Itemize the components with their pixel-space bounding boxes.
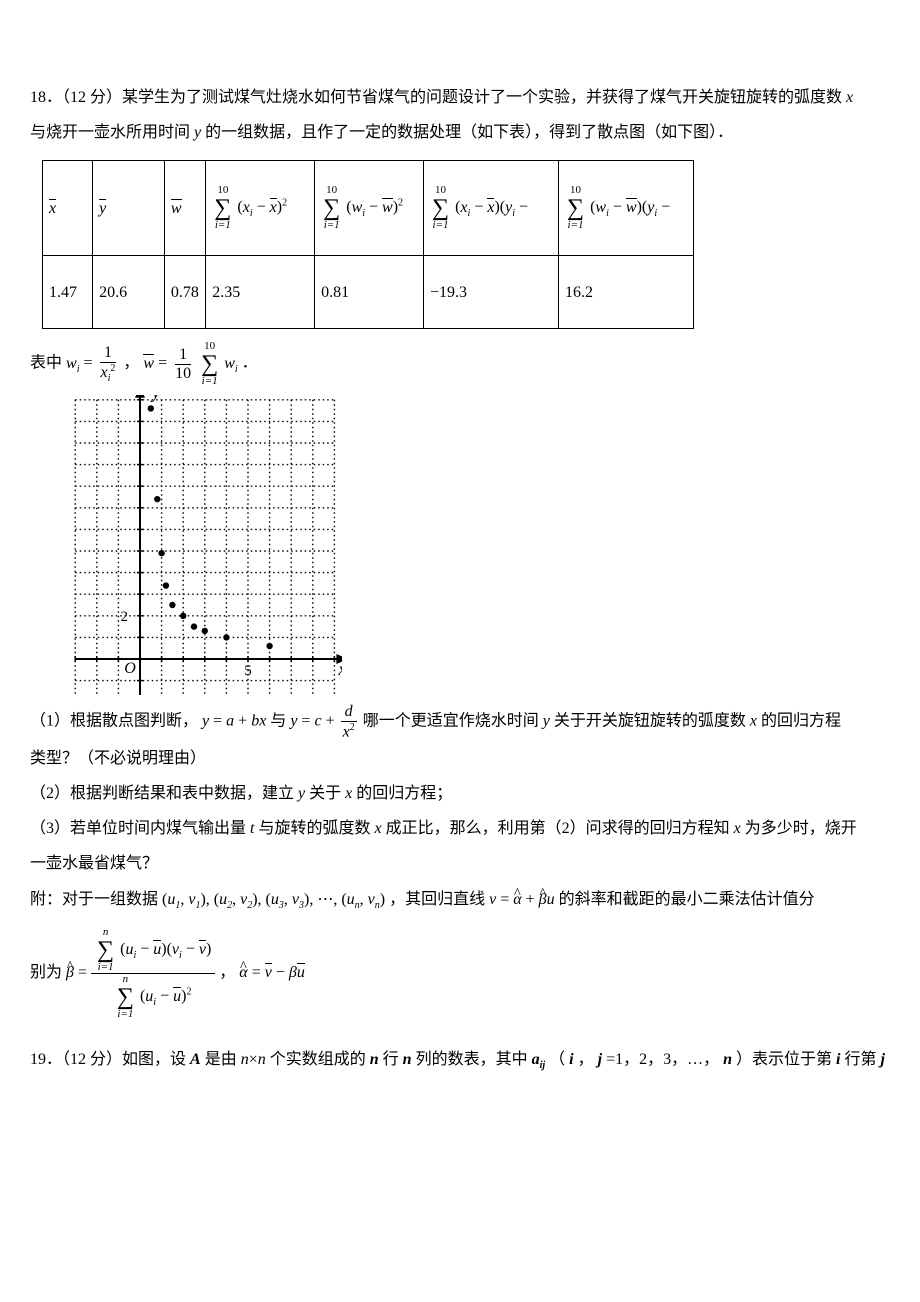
q18-line2b: 的一组数据，且作了一定的数据处理（如下表），得到了散点图（如下图）． bbox=[205, 124, 733, 141]
p3d: 为多少时，烧开 bbox=[745, 820, 857, 837]
td-5: −19.3 bbox=[423, 256, 558, 329]
p2c: 的回归方程； bbox=[356, 785, 452, 802]
p2a: （2）根据判断结果和表中数据，建立 bbox=[30, 785, 298, 802]
svg-text:5: 5 bbox=[244, 663, 252, 679]
td-3: 2.35 bbox=[206, 256, 315, 329]
appx2: ，其回归直线 bbox=[389, 891, 489, 908]
p1c: 哪一个更适宜作烧水时间 bbox=[363, 713, 543, 730]
td-1: 20.6 bbox=[93, 256, 165, 329]
th-sum4: 10∑i=1 (wi − w)(yi − bbox=[558, 161, 693, 256]
appx1: 附：对于一组数据 bbox=[30, 891, 158, 908]
svg-text:2: 2 bbox=[121, 609, 129, 625]
appx5: ， bbox=[219, 964, 239, 981]
th-sum2: 10∑i=1 (wi − w)2 bbox=[315, 161, 424, 256]
q18-line2a: 与烧开一壶水所用时间 bbox=[30, 124, 194, 141]
data-table: x y w 10∑i=1 (xi − x)2 10∑i=1 (wi − w)2 … bbox=[42, 160, 694, 329]
q18-line1: 18．（12 分）某学生为了测试煤气灶烧水如何节省煤气的问题设计了一个实验，并获… bbox=[30, 89, 842, 106]
td-2: 0.78 bbox=[164, 256, 205, 329]
table-note: 表中 wi = 1xi2 ， w = 110 10∑i=1 wi ． bbox=[30, 341, 890, 387]
q19a: 19．（12 分）如图，设 bbox=[30, 1051, 190, 1068]
svg-text:y: y bbox=[150, 395, 160, 402]
p3c: 成正比，那么，利用第（2）问求得的回归方程知 bbox=[386, 820, 734, 837]
p3a: （3）若单位时间内煤气输出量 bbox=[30, 820, 250, 837]
q19b: 是由 bbox=[205, 1051, 237, 1068]
p2b: 关于 bbox=[309, 785, 345, 802]
th-ybar: y bbox=[93, 161, 165, 256]
var-y: y bbox=[194, 124, 201, 141]
p1a: （1）根据散点图判断， bbox=[30, 713, 202, 730]
p1f: 类型？（不必说明理由） bbox=[30, 741, 890, 776]
q19c: 个实数组成的 bbox=[270, 1051, 370, 1068]
appx4: 别为 bbox=[30, 964, 62, 981]
p1d: 关于开关旋钮旋转的弧度数 bbox=[554, 713, 750, 730]
th-wbar: w bbox=[164, 161, 205, 256]
td-6: 16.2 bbox=[558, 256, 693, 329]
th-xbar: x bbox=[43, 161, 93, 256]
p1e: 的回归方程 bbox=[761, 713, 841, 730]
var-x: x bbox=[846, 89, 853, 106]
svg-text:x: x bbox=[337, 659, 342, 679]
q19j: 行第 bbox=[845, 1051, 881, 1068]
p3b: 与旋转的弧度数 bbox=[258, 820, 374, 837]
q19g: ， bbox=[578, 1051, 594, 1068]
td-4: 0.81 bbox=[315, 256, 424, 329]
scatter-chart: Oyx52-2 bbox=[72, 395, 890, 695]
q19i: ）表示位于第 bbox=[736, 1051, 836, 1068]
td-0: 1.47 bbox=[43, 256, 93, 329]
p1b: 与 bbox=[270, 713, 290, 730]
q19f: （ bbox=[549, 1051, 565, 1068]
q19d: 行 bbox=[383, 1051, 403, 1068]
p3e: 一壶水最省煤气？ bbox=[30, 846, 890, 881]
svg-text:O: O bbox=[124, 660, 136, 677]
th-sum1: 10∑i=1 (xi − x)2 bbox=[206, 161, 315, 256]
q19e: 列的数表，其中 bbox=[416, 1051, 532, 1068]
th-sum3: 10∑i=1 (xi − x)(yi − bbox=[423, 161, 558, 256]
appx3: 的斜率和截距的最小二乘法估计值分 bbox=[559, 891, 815, 908]
q19h: =1，2，3，…， bbox=[606, 1051, 719, 1068]
